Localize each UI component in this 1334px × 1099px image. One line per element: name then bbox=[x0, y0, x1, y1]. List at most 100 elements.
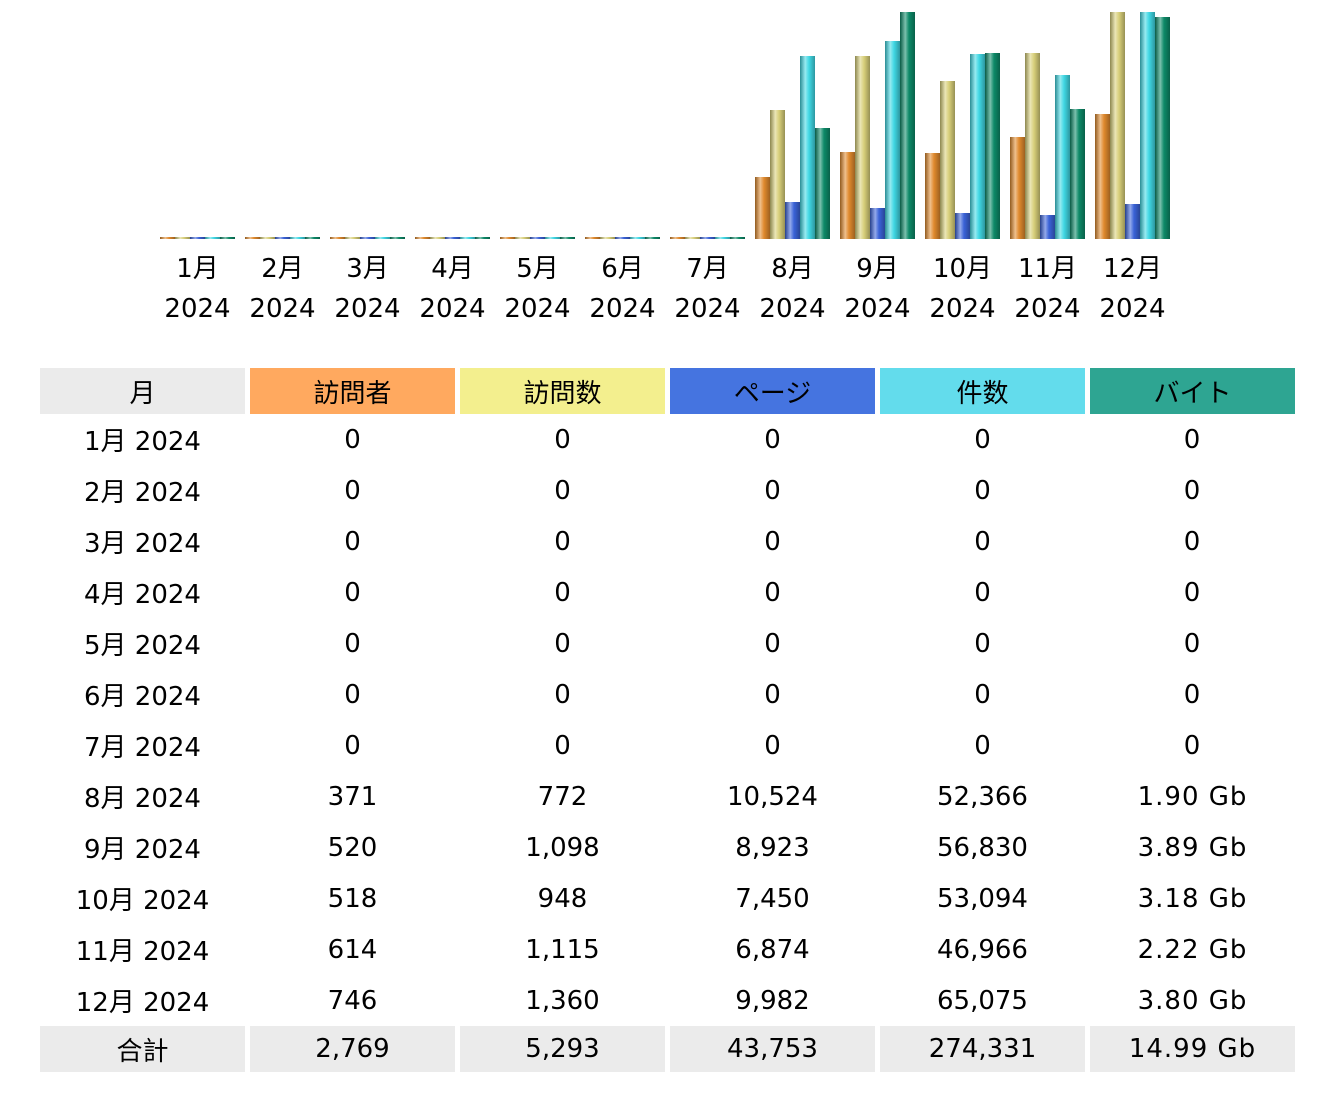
bar-4-3 bbox=[375, 237, 390, 239]
x-tick-label-month: 8月 bbox=[771, 254, 814, 284]
cell-month: 9月 2024 bbox=[84, 835, 201, 865]
x-tick-label-month: 12月 bbox=[1103, 254, 1162, 284]
total-bytes: 14.99 Gb bbox=[1090, 1026, 1295, 1072]
bar-5-9 bbox=[900, 12, 915, 239]
cell-visits: 1,098 bbox=[525, 832, 600, 863]
cell-bytes: 2.22 Gb bbox=[1137, 934, 1248, 965]
bar-5-7 bbox=[730, 237, 745, 239]
bar-5-1 bbox=[220, 237, 235, 239]
bar-3-2 bbox=[275, 237, 290, 239]
bar-2-5 bbox=[515, 237, 530, 239]
cell-visitors: 614 bbox=[327, 934, 378, 965]
cell-visits: 0 bbox=[554, 730, 571, 761]
bar-4-10 bbox=[970, 54, 985, 239]
cell-visitors: 746 bbox=[327, 985, 378, 1016]
cell-visits: 0 bbox=[554, 679, 571, 710]
cell-hits: 0 bbox=[974, 526, 991, 557]
bar-5-3 bbox=[390, 237, 405, 239]
cell-hits: 0 bbox=[974, 577, 991, 608]
cell-hits: 0 bbox=[974, 628, 991, 659]
cell-bytes: 0 bbox=[1183, 424, 1202, 455]
cell-visits: 1,360 bbox=[525, 985, 600, 1016]
bar-5-2 bbox=[305, 237, 320, 239]
table-row: 8月 2024 371 772 10,524 52,366 1.90 Gb bbox=[40, 771, 1295, 822]
table-row: 11月 2024 614 1,115 6,874 46,966 2.22 Gb bbox=[40, 924, 1295, 975]
table-total-row: 合計 2,769 5,293 43,753 274,331 14.99 Gb bbox=[40, 1026, 1295, 1072]
bar-4-9 bbox=[885, 41, 900, 239]
cell-hits: 0 bbox=[974, 679, 991, 710]
bar-5-10 bbox=[985, 53, 1000, 239]
bar-2-2 bbox=[260, 237, 275, 239]
x-tick-label-month: 4月 bbox=[431, 254, 474, 284]
x-tick-label-month: 5月 bbox=[516, 254, 559, 284]
x-tick-label-month: 1月 bbox=[176, 254, 219, 284]
x-tick-label-month: 7月 bbox=[686, 254, 729, 284]
header-visitors: 訪問者 bbox=[250, 368, 455, 414]
cell-hits: 65,075 bbox=[937, 985, 1028, 1016]
header-bytes: バイト bbox=[1090, 368, 1295, 414]
cell-visitors: 0 bbox=[344, 424, 361, 455]
cell-pages: 6,874 bbox=[735, 934, 810, 965]
x-tick-label-year: 2024 bbox=[164, 294, 230, 324]
bar-1-9 bbox=[840, 152, 855, 239]
x-tick-label-month: 10月 bbox=[933, 254, 992, 284]
bar-3-7 bbox=[700, 237, 715, 239]
cell-month: 12月 2024 bbox=[75, 988, 210, 1018]
bar-4-11 bbox=[1055, 75, 1070, 239]
cell-visitors: 0 bbox=[344, 730, 361, 761]
cell-bytes: 3.18 Gb bbox=[1137, 883, 1248, 914]
cell-pages: 0 bbox=[764, 424, 781, 455]
cell-pages: 0 bbox=[764, 628, 781, 659]
x-tick-label-year: 2024 bbox=[844, 294, 910, 324]
bar-2-12 bbox=[1110, 12, 1125, 239]
bar-2-8 bbox=[770, 110, 785, 239]
header-month: 月 bbox=[40, 368, 245, 414]
table-row: 4月 2024 0 0 0 0 0 bbox=[40, 567, 1295, 618]
bar-2-4 bbox=[430, 237, 445, 239]
cell-visitors: 0 bbox=[344, 628, 361, 659]
bar-2-10 bbox=[940, 81, 955, 239]
bar-4-7 bbox=[715, 237, 730, 239]
cell-visits: 0 bbox=[554, 577, 571, 608]
header-visits: 訪問数 bbox=[460, 368, 665, 414]
cell-visits: 1,115 bbox=[525, 934, 600, 965]
cell-month: 10月 2024 bbox=[75, 886, 210, 916]
table-header-row: 月 訪問者 訪問数 ページ 件数 バイト bbox=[40, 368, 1295, 414]
bar-3-6 bbox=[615, 237, 630, 239]
bar-1-3 bbox=[330, 237, 345, 239]
x-tick-label-year: 2024 bbox=[589, 294, 655, 324]
x-tick-label-year: 2024 bbox=[419, 294, 485, 324]
x-tick-label-year: 2024 bbox=[334, 294, 400, 324]
bar-3-8 bbox=[785, 202, 800, 239]
monthly-stats-table: 月 訪問者 訪問数 ページ 件数 バイト 1月 2024 0 0 0 0 0 2月 2024… bbox=[35, 368, 1300, 1072]
bar-4-4 bbox=[460, 237, 475, 239]
bar-1-1 bbox=[160, 237, 175, 239]
bar-3-3 bbox=[360, 237, 375, 239]
table-row: 9月 2024 520 1,098 8,923 56,830 3.89 Gb bbox=[40, 822, 1295, 873]
bar-2-6 bbox=[600, 237, 615, 239]
table-row: 10月 2024 518 948 7,450 53,094 3.18 Gb bbox=[40, 873, 1295, 924]
x-tick-label-year: 2024 bbox=[759, 294, 825, 324]
cell-visitors: 520 bbox=[327, 832, 378, 863]
x-tick-label-year: 2024 bbox=[249, 294, 315, 324]
bar-3-9 bbox=[870, 208, 885, 239]
bar-5-5 bbox=[560, 237, 575, 239]
bar-1-2 bbox=[245, 237, 260, 239]
cell-pages: 7,450 bbox=[735, 883, 810, 914]
cell-visits: 0 bbox=[554, 475, 571, 506]
cell-pages: 0 bbox=[764, 679, 781, 710]
cell-bytes: 0 bbox=[1183, 628, 1202, 659]
cell-month: 1月 2024 bbox=[84, 427, 201, 457]
header-hits: 件数 bbox=[880, 368, 1085, 414]
total-label: 合計 bbox=[40, 1026, 245, 1072]
cell-visits: 0 bbox=[554, 628, 571, 659]
cell-month: 11月 2024 bbox=[75, 937, 210, 967]
bar-1-12 bbox=[1095, 114, 1110, 239]
bar-2-9 bbox=[855, 56, 870, 239]
bar-1-8 bbox=[755, 177, 770, 239]
cell-hits: 56,830 bbox=[937, 832, 1028, 863]
table-row: 12月 2024 746 1,360 9,982 65,075 3.80 Gb bbox=[40, 975, 1295, 1026]
bar-2-3 bbox=[345, 237, 360, 239]
x-tick-label-month: 6月 bbox=[601, 254, 644, 284]
bar-1-6 bbox=[585, 237, 600, 239]
